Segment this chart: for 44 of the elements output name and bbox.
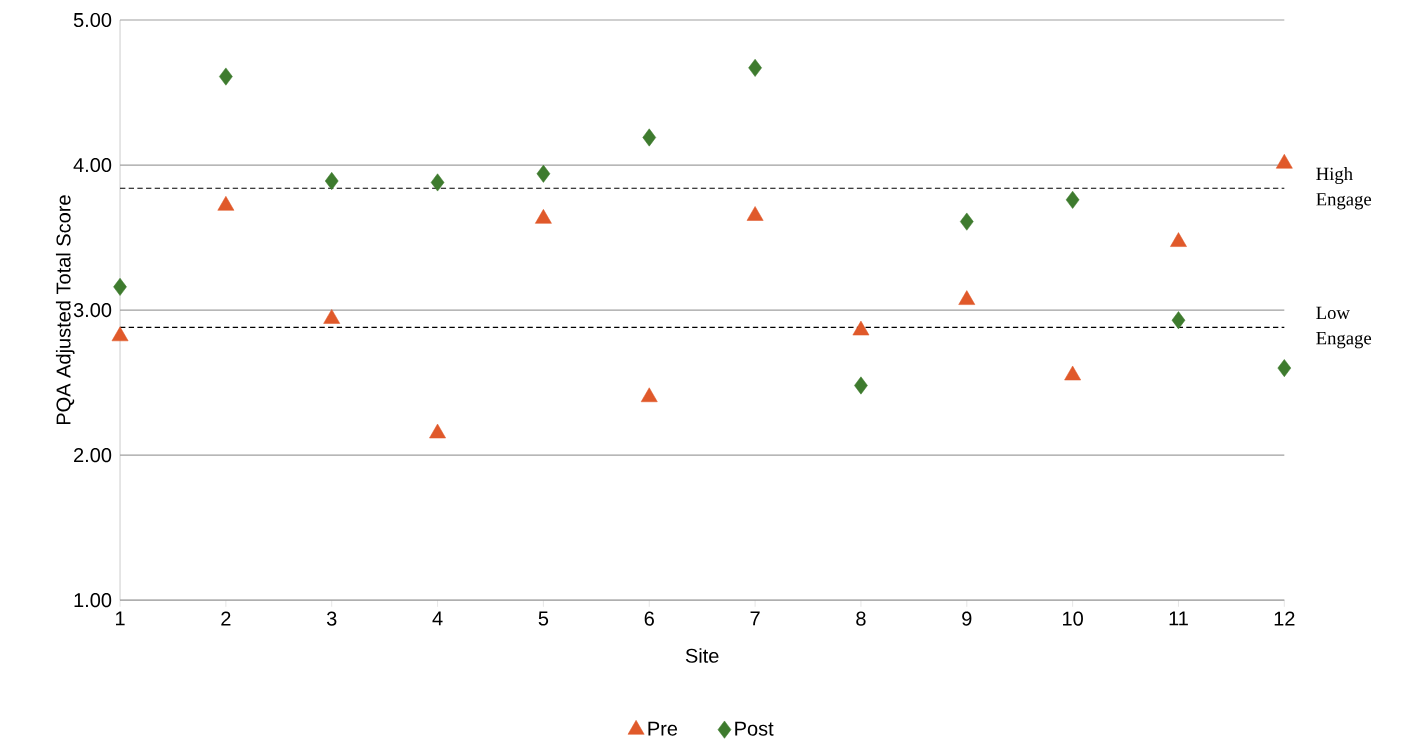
- ref-line-label: High Engage: [1316, 166, 1372, 210]
- point: [536, 164, 551, 183]
- y-tick-label: 5.00: [73, 12, 112, 27]
- y-axis-title: PQA Adjusted Total Score: [55, 195, 75, 424]
- point: [1065, 190, 1080, 209]
- ref-line-label: Low Engage: [1316, 306, 1372, 349]
- point: [640, 387, 658, 402]
- x-tick-label: 6: [644, 611, 654, 626]
- x-tick-label: 5: [538, 611, 549, 626]
- y-tick-label: 1.00: [74, 592, 112, 608]
- x-tick-label: 8: [856, 611, 866, 626]
- point: [324, 171, 339, 190]
- x-tick-label: 3: [326, 611, 337, 626]
- y-tick-label: 3.00: [73, 302, 112, 318]
- point: [111, 326, 129, 342]
- x-tick-label: 1: [115, 611, 125, 626]
- point: [429, 423, 446, 439]
- point: [642, 128, 657, 147]
- legend-label: Post: [735, 721, 774, 736]
- x-tick-label: 4: [432, 611, 443, 626]
- y-tick-label: 2.00: [74, 447, 112, 463]
- point: [219, 67, 233, 86]
- x-axis-title: Site: [685, 648, 719, 663]
- point: [535, 209, 552, 224]
- point: [1064, 365, 1081, 381]
- x-tick-label: 10: [1063, 611, 1083, 626]
- point: [113, 277, 127, 296]
- legend-label: Pre: [648, 721, 678, 736]
- point: [960, 212, 974, 231]
- point: [958, 290, 976, 305]
- x-tick-label: 7: [750, 611, 760, 626]
- point: [217, 195, 235, 211]
- y-tick-label: 4.00: [73, 157, 112, 173]
- point: [852, 320, 870, 336]
- x-tick-label: 11: [1169, 611, 1188, 626]
- x-tick-label: 9: [962, 611, 972, 626]
- point: [746, 206, 764, 221]
- point: [1170, 232, 1187, 247]
- point: [1275, 153, 1293, 169]
- point: [323, 309, 341, 324]
- point: [430, 173, 445, 192]
- point: [748, 58, 762, 77]
- x-tick-label: 12: [1274, 611, 1295, 626]
- x-tick-label: 2: [221, 611, 231, 626]
